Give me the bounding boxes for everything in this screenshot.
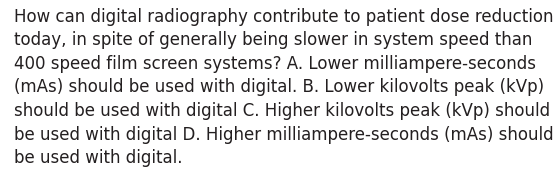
Text: How can digital radiography contribute to patient dose reduction
today, in spite: How can digital radiography contribute t… <box>14 8 554 167</box>
